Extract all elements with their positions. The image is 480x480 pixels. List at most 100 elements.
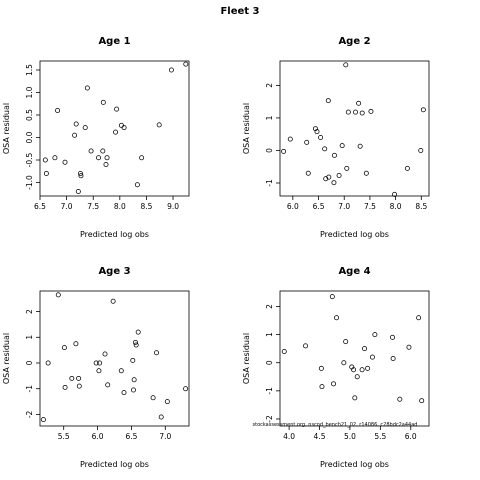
y-axis-label: OSA residual	[2, 333, 11, 384]
data-point	[82, 125, 88, 131]
data-point	[183, 386, 189, 392]
y-tick-label: 0.0	[25, 131, 34, 143]
data-point	[325, 98, 331, 104]
data-point	[331, 381, 336, 387]
data-point	[130, 387, 136, 393]
data-point	[131, 377, 137, 383]
data-point	[88, 148, 94, 154]
data-point	[326, 174, 332, 180]
y-tick-label: 1	[265, 332, 274, 337]
y-tick-label: 1.5	[25, 64, 34, 76]
data-point	[73, 341, 79, 347]
x-tick-label: 5.5	[374, 432, 386, 441]
data-point	[420, 107, 426, 113]
data-point	[339, 143, 345, 149]
data-point	[404, 165, 410, 171]
y-axis-label: OSA residual	[242, 333, 251, 384]
y-tick-label: 1	[265, 115, 274, 120]
data-point	[45, 360, 51, 366]
data-point	[114, 106, 120, 112]
data-point	[42, 157, 48, 163]
data-point	[314, 129, 320, 135]
data-point	[93, 360, 99, 366]
y-tick-label: -1	[265, 179, 274, 187]
data-point	[357, 143, 363, 149]
x-tick-label: 8.0	[390, 202, 402, 211]
x-tick-label: 6.5	[313, 202, 325, 211]
y-tick-label: 2	[265, 83, 274, 88]
x-tick-label: 5.0	[344, 432, 356, 441]
data-point	[73, 121, 79, 127]
data-point	[390, 334, 395, 340]
plot-frame	[39, 60, 190, 197]
y-tick-label: -1	[25, 385, 34, 393]
x-tick-label: 4.5	[314, 432, 326, 441]
panel-1: Age 1 6.5 7.0 7.5 8.0 8.5 9.0 -1.0 -0.5 0.0 0.5 1.0…	[2, 36, 190, 239]
figure-title: Fleet 3	[220, 6, 259, 17]
data-point	[369, 354, 375, 360]
data-point	[40, 417, 46, 423]
x-axis-label: Predicted log obs	[80, 230, 149, 239]
x-tick-label: 7.5	[87, 202, 99, 211]
data-point	[406, 344, 412, 350]
panel-2: Age 2 6.0 6.5 7.0 7.5 8.0 8.5 -1 0 1 2 Predicted lo…	[242, 36, 430, 239]
x-tick-label: 7.5	[364, 202, 376, 211]
data-point	[331, 152, 337, 158]
x-tick-label: 4.0	[283, 432, 295, 441]
x-tick-label: 6.5	[34, 202, 46, 211]
data-point	[356, 100, 362, 106]
data-point	[62, 384, 68, 390]
data-point	[96, 368, 102, 374]
data-point	[62, 159, 68, 165]
data-point	[345, 109, 351, 115]
data-point	[287, 136, 293, 142]
panel-title: Age 2	[338, 36, 370, 47]
x-tick-label: 6.0	[287, 202, 299, 211]
data-point	[329, 294, 335, 300]
data-point	[133, 342, 139, 348]
data-point	[304, 139, 310, 145]
x-axis-label: Predicted log obs	[80, 460, 149, 469]
data-point	[319, 384, 325, 390]
data-point	[390, 356, 396, 361]
data-point	[318, 134, 324, 140]
data-point	[130, 357, 136, 363]
data-point	[352, 395, 358, 401]
data-point	[363, 170, 369, 176]
data-point	[100, 148, 106, 154]
y-tick-label: 0	[265, 148, 274, 153]
data-point	[344, 165, 350, 171]
data-point	[97, 360, 103, 366]
data-point	[121, 390, 127, 396]
data-point	[341, 360, 347, 366]
data-point	[154, 350, 159, 356]
y-tick-label: 2	[25, 309, 34, 314]
data-point	[365, 365, 371, 371]
data-point	[78, 173, 84, 179]
data-point	[372, 332, 378, 338]
panel-title: Age 1	[98, 36, 130, 47]
data-point	[134, 182, 140, 188]
data-point	[351, 367, 357, 373]
data-point	[105, 382, 111, 388]
data-point	[336, 173, 342, 178]
data-point	[331, 180, 337, 186]
data-point	[55, 292, 61, 298]
y-tick-label: 1	[25, 335, 34, 340]
data-point	[183, 61, 189, 67]
data-point	[397, 396, 403, 402]
y-axis-label: OSA residual	[2, 103, 11, 154]
x-tick-label: 9.0	[167, 202, 179, 211]
data-point	[312, 126, 318, 132]
data-point	[96, 155, 102, 161]
x-tick-label: 6.0	[405, 432, 417, 441]
x-axis-label: Predicted log obs	[320, 460, 389, 469]
data-point	[156, 122, 162, 128]
x-tick-label: 7.0	[338, 202, 350, 211]
data-point	[55, 108, 61, 113]
data-point	[168, 67, 174, 73]
plot-frame	[279, 60, 430, 197]
data-point	[359, 367, 365, 373]
